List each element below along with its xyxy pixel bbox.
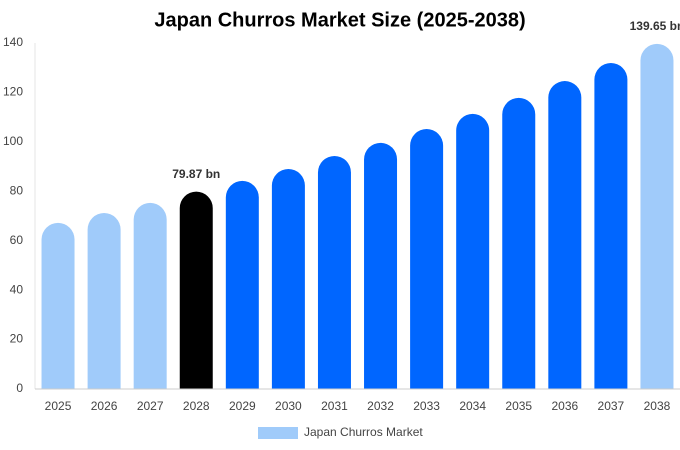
bar — [594, 63, 628, 390]
bar — [502, 97, 536, 389]
y-tick-label: 20 — [10, 332, 24, 346]
x-tick-label: 2037 — [598, 399, 625, 413]
x-tick-label: 2026 — [91, 399, 118, 413]
y-tick-label: 40 — [10, 282, 24, 296]
bar — [41, 222, 75, 389]
bar — [271, 169, 305, 389]
y-tick-label: 100 — [3, 134, 23, 148]
x-tick-label: 2038 — [644, 399, 671, 413]
bar — [225, 180, 259, 389]
x-tick-label: 2036 — [551, 399, 578, 413]
x-tick-label: 2028 — [183, 399, 210, 413]
bar — [87, 213, 121, 389]
x-tick-label: 2030 — [275, 399, 302, 413]
y-tick-label: 120 — [3, 85, 23, 99]
x-tick-label: 2034 — [459, 399, 486, 413]
x-tick-label: 2031 — [321, 399, 348, 413]
bar — [317, 155, 351, 389]
y-tick-label: 60 — [10, 233, 24, 247]
bar — [640, 43, 674, 390]
x-tick-label: 2032 — [367, 399, 394, 413]
data-label: 79.87 bn — [172, 167, 220, 181]
bar — [133, 202, 167, 389]
bar — [410, 129, 444, 389]
y-tick-label: 0 — [16, 381, 23, 395]
bar — [179, 191, 213, 389]
y-tick-label: 140 — [3, 35, 23, 49]
y-tick-label: 80 — [10, 183, 24, 197]
chart-title: Japan Churros Market Size (2025-2038) — [154, 9, 525, 31]
legend-label: Japan Churros Market — [304, 425, 423, 439]
bar — [548, 81, 582, 389]
x-tick-label: 2027 — [137, 399, 164, 413]
x-tick-label: 2035 — [505, 399, 532, 413]
x-tick-label: 2029 — [229, 399, 256, 413]
data-label: 139.65 bn — [630, 19, 680, 33]
legend-swatch — [258, 427, 298, 439]
x-tick-label: 2025 — [45, 399, 72, 413]
bar — [364, 142, 398, 389]
x-tick-label: 2033 — [413, 399, 440, 413]
bar — [456, 113, 490, 389]
